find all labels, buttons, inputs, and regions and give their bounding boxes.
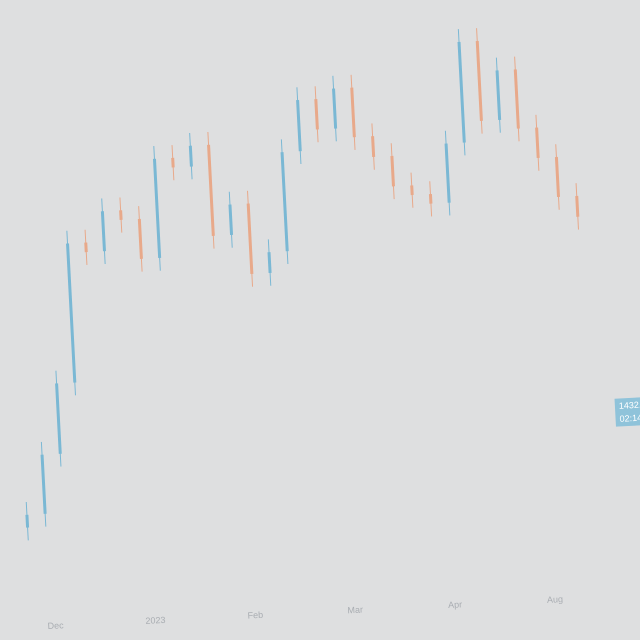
candle-body <box>188 145 193 167</box>
candle-body <box>371 136 376 158</box>
candle-body <box>66 243 77 383</box>
plot-area: Dec 2023 Feb Mar Apr Aug 1432.5 02:14 <box>25 28 640 631</box>
candle-body <box>513 69 520 129</box>
x-tick-label: Aug <box>547 594 564 605</box>
x-tick-label: Feb <box>247 610 263 621</box>
candle-body <box>84 242 88 253</box>
price-tag-time: 02:14 <box>619 413 640 424</box>
candle-body <box>40 454 47 514</box>
candle-body <box>350 87 356 138</box>
candle-body <box>296 99 302 152</box>
candle-body <box>535 127 540 159</box>
x-tick-label: Dec <box>47 620 64 631</box>
candle-body <box>475 40 483 121</box>
candle-body <box>428 193 433 204</box>
candle-body <box>228 204 234 235</box>
candle-body <box>280 152 289 252</box>
candle-body <box>444 143 451 203</box>
candle-body <box>314 99 319 130</box>
candle-body <box>267 252 272 274</box>
x-tick-label: Apr <box>448 599 463 610</box>
price-tag: 1432.5 02:14 <box>614 397 640 427</box>
candle-body <box>55 383 62 454</box>
candle-body <box>152 158 162 258</box>
candle-body <box>575 195 580 217</box>
candle-body <box>554 156 561 198</box>
candle-body <box>332 88 338 129</box>
candle-body <box>495 70 502 121</box>
price-tag-box <box>614 397 640 427</box>
candle-body <box>25 514 30 528</box>
candle-body <box>100 211 106 252</box>
candle-body <box>410 185 414 196</box>
candle-body <box>171 157 175 168</box>
candle-body <box>390 155 395 187</box>
candle-body <box>137 218 143 259</box>
candle-body <box>246 203 254 274</box>
price-tag-label: 1432.5 <box>619 399 640 410</box>
x-tick-label: 2023 <box>145 615 166 626</box>
candle-body <box>457 41 466 143</box>
x-tick-label: Mar <box>347 605 363 616</box>
candle-body <box>119 210 123 220</box>
candle-body <box>207 144 215 236</box>
